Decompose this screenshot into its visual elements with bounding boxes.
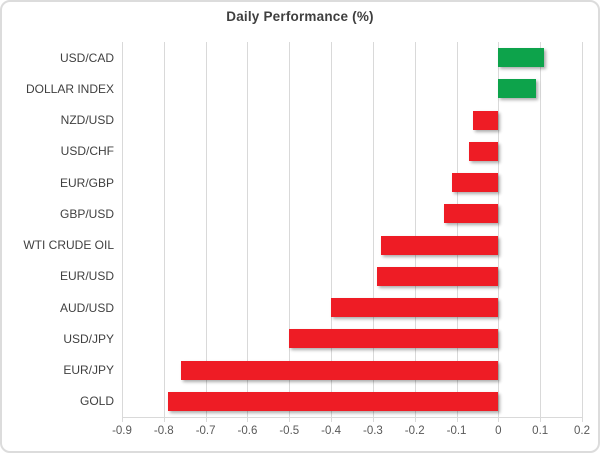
bar-dollar-index <box>498 79 536 99</box>
category-label-usd-jpy: USD/JPY <box>63 331 114 346</box>
tick-mark-0.1 <box>540 417 542 422</box>
tick-mark--0.5 <box>289 417 291 422</box>
x-axis-tick-label-0.1: 0.1 <box>532 425 549 437</box>
gridline--0.8 <box>163 42 165 417</box>
gridline--0.1 <box>456 42 458 417</box>
bar-gold <box>168 391 499 411</box>
x-axis-tick-label--0.2: -0.2 <box>404 425 425 437</box>
tick-mark-0.2 <box>582 417 583 422</box>
category-label-nzd-usd: NZD/USD <box>60 113 114 128</box>
tick-mark--0.2 <box>414 417 416 422</box>
x-axis-tick-label--0.8: -0.8 <box>153 425 174 437</box>
tick-mark--0.9 <box>122 417 123 422</box>
tick-mark--0.3 <box>372 417 374 422</box>
chart-title: Daily Performance (%) <box>226 9 374 24</box>
category-axis: USD/CAD DOLLAR INDEX NZD/USD USD/CHF EUR/GBP… <box>2 42 114 417</box>
bar-eur-usd <box>377 266 499 286</box>
x-axis-tick-label--0.7: -0.7 <box>195 425 216 437</box>
gridline--0.7 <box>205 42 207 417</box>
tick-mark-0 <box>498 417 500 422</box>
bar-eur-gbp <box>452 173 499 193</box>
category-label-gold: GOLD <box>79 394 114 409</box>
tick-mark--0.6 <box>247 417 249 422</box>
x-axis-tick-label--0.1: -0.1 <box>446 425 467 437</box>
x-axis-line <box>122 417 582 418</box>
bar-nzd-usd <box>473 110 499 130</box>
category-label-wti-crude-oil: WTI CRUDE OIL <box>23 238 114 253</box>
category-label-eur-gbp: EUR/GBP <box>59 175 114 190</box>
bar-eur-jpy <box>180 360 499 380</box>
x-axis-tick-label-0: 0 <box>495 425 502 437</box>
x-axis-tick-label--0.3: -0.3 <box>362 425 383 437</box>
tick-mark--0.8 <box>163 417 165 422</box>
tick-mark--0.4 <box>331 417 333 422</box>
gridline--0.6 <box>247 42 249 417</box>
bar-gbp-usd <box>444 204 499 224</box>
gridline--0.9 <box>122 42 123 417</box>
gridline--0.5 <box>289 42 291 417</box>
tick-mark--0.1 <box>456 417 458 422</box>
bar-usd-cad <box>498 48 545 68</box>
plot-area <box>122 42 583 417</box>
x-axis-tick-label--0.5: -0.5 <box>279 425 300 437</box>
x-axis-tick-label--0.9: -0.9 <box>112 425 132 437</box>
category-label-usd-chf: USD/CHF <box>60 144 114 159</box>
bar-wti-crude-oil <box>381 235 499 255</box>
gridline-0.1 <box>540 42 542 417</box>
x-axis-tick-label-0.2: 0.2 <box>574 425 590 437</box>
bar-usd-chf <box>469 141 499 161</box>
category-label-usd-cad: USD/CAD <box>59 50 114 65</box>
category-label-eur-usd: EUR/USD <box>59 269 114 284</box>
gridline--0.4 <box>331 42 333 417</box>
gridline--0.2 <box>414 42 416 417</box>
tick-mark--0.7 <box>205 417 207 422</box>
x-axis-tick-label--0.4: -0.4 <box>321 425 341 437</box>
category-label-gbp-usd: GBP/USD <box>59 206 114 221</box>
bar-usd-jpy <box>289 329 499 349</box>
category-label-dollar-index: DOLLAR INDEX <box>25 81 114 96</box>
x-axis-tick-label--0.6: -0.6 <box>237 425 258 437</box>
gridline-0.2 <box>582 42 583 417</box>
gridline-0 <box>498 42 500 417</box>
category-label-aud-usd: AUD/USD <box>59 300 114 315</box>
gridline--0.3 <box>372 42 374 417</box>
bar-aud-usd <box>331 298 499 318</box>
category-label-eur-jpy: EUR/JPY <box>63 363 114 378</box>
